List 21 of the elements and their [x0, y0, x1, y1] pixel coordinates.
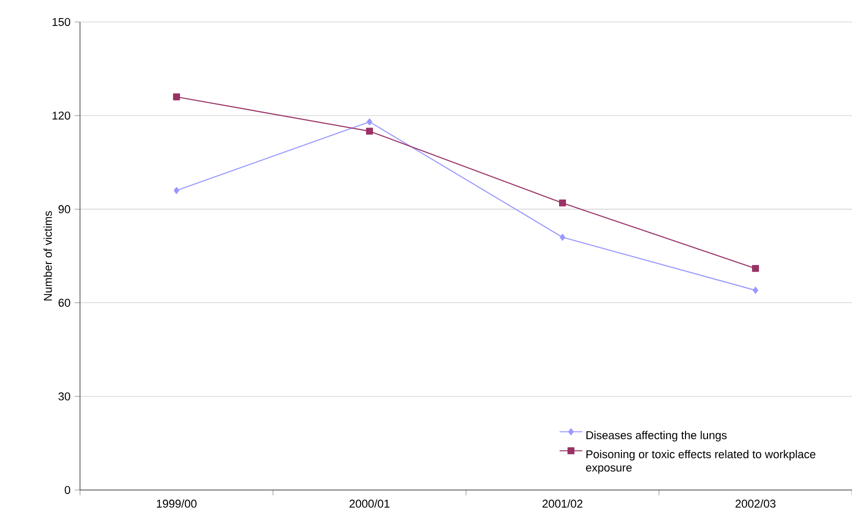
point — [366, 128, 373, 135]
point — [174, 187, 180, 194]
y-tick-label: 30 — [58, 392, 70, 400]
y-tick-label: 60 — [58, 298, 70, 307]
x-tick-label: 1999/00 — [156, 499, 197, 508]
x-tick-label: 2002/03 — [736, 499, 776, 508]
legend-label: Poisoning or toxic effects related to workplace exposure — [586, 450, 816, 474]
y-tick-label: 120 — [52, 112, 70, 120]
y-tick-label: 90 — [58, 205, 70, 214]
point — [559, 199, 566, 206]
y-tick-label: 150 — [52, 18, 70, 26]
point — [752, 265, 759, 272]
point — [366, 118, 372, 126]
point — [560, 234, 566, 241]
x-tick-label: 2001/02 — [542, 499, 582, 508]
legend-label: Diseases affecting the lungs — [586, 430, 727, 442]
x-tick-label: 2000/01 — [350, 499, 390, 508]
point — [173, 93, 180, 100]
y-axis-title: Number of victims — [44, 211, 52, 300]
y-tick-label: 0 — [64, 486, 70, 494]
point — [752, 286, 758, 294]
